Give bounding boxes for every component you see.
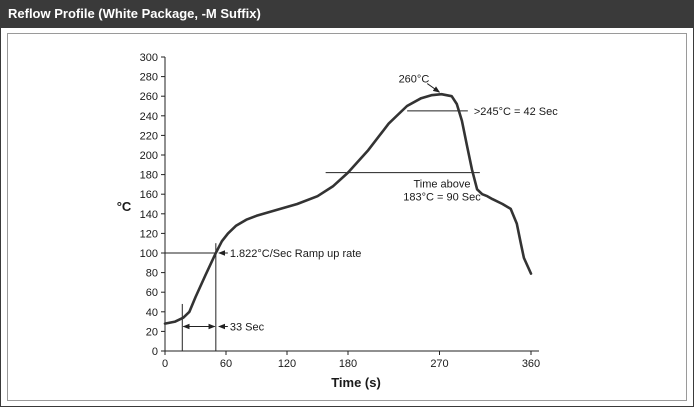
y-tick-label: 160: [140, 189, 158, 201]
x-axis-label: Time (s): [331, 375, 381, 390]
x-tick-label: 0: [162, 358, 168, 370]
y-tick-label: 100: [140, 248, 158, 260]
y-tick-label: 180: [140, 170, 158, 182]
y-tick-label: 20: [146, 326, 158, 338]
y-tick-label: 140: [140, 209, 158, 221]
duration-label: 33 Sec: [230, 322, 265, 334]
ramp-label: 1.822°C/Sec Ramp up rate: [230, 248, 362, 260]
series-group: [163, 92, 533, 325]
y-tick-label: 280: [140, 72, 158, 84]
x-tick-label: 180: [339, 358, 357, 370]
above-245-label: >245°C = 42 Sec: [474, 106, 558, 118]
peak-arrow: [426, 83, 441, 93]
y-axis-label: °C: [117, 199, 132, 214]
y-tick-label: 60: [146, 287, 158, 299]
x-tick-label: 270: [430, 358, 448, 370]
chart-title: Reflow Profile (White Package, -M Suffix…: [8, 6, 261, 21]
peak-label: 260°C: [399, 74, 430, 86]
y-tick-label: 80: [146, 268, 158, 280]
y-tick-label: 260: [140, 91, 158, 103]
y-tick-label: 40: [146, 307, 158, 319]
y-tick-label: 120: [140, 228, 158, 240]
header-bar: Reflow Profile (White Package, -M Suffix…: [1, 1, 693, 28]
y-tick-label: 0: [152, 346, 158, 358]
x-tick-label: 360: [522, 358, 540, 370]
y-tick-label: 220: [140, 130, 158, 142]
plot-panel: [7, 33, 687, 401]
x-tick-label: 120: [278, 358, 296, 370]
y-tick-label: 240: [140, 111, 158, 123]
above-183-label-2: 183°C = 90 Sec: [403, 192, 481, 204]
axes: 0 20 40 60 80 100 120 140 160 180 200 220 240 260 280 3…: [140, 52, 541, 370]
above-183-label-1: Time above: [413, 179, 470, 191]
y-tick-label: 200: [140, 150, 158, 162]
x-tick-label: 60: [220, 358, 232, 370]
y-tick-label: 300: [140, 52, 158, 64]
reflow-curve: [163, 92, 533, 325]
